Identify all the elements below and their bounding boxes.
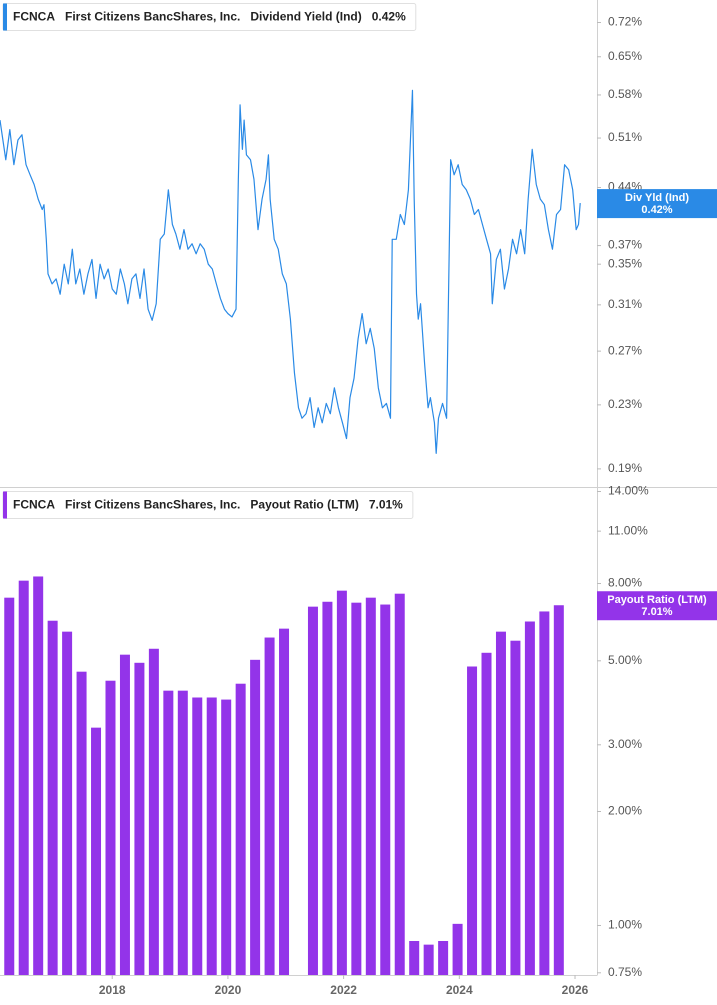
legend-ticker: FCNCA: [13, 10, 55, 24]
y-tick-label: 3.00%: [608, 737, 642, 751]
legend-current-value: 0.42%: [372, 10, 406, 24]
tag-value: 7.01%: [641, 606, 672, 618]
y-tick-label: 0.72%: [608, 15, 642, 29]
bar: [438, 940, 449, 975]
current-value-tag: [597, 189, 717, 219]
bar: [409, 940, 420, 975]
x-tick-label: 2020: [215, 983, 242, 997]
bar: [279, 628, 290, 975]
bar: [62, 631, 73, 975]
y-tick-label: 8.00%: [608, 576, 642, 590]
y-tick-label: 0.31%: [608, 297, 642, 311]
bar: [553, 605, 564, 975]
y-tick-label: 1.00%: [608, 918, 642, 932]
bar: [235, 683, 246, 975]
bar: [423, 944, 434, 975]
y-tick-label: 0.75%: [608, 965, 642, 979]
y-tick-label: 0.37%: [608, 238, 642, 252]
y-tick-label: 14.00%: [608, 484, 649, 498]
legend-series-name: Payout Ratio (LTM): [250, 498, 358, 512]
bar: [221, 699, 232, 975]
x-tick-label: 2024: [446, 983, 473, 997]
bar: [18, 580, 29, 975]
bar: [4, 597, 15, 975]
legend-swatch: [3, 491, 7, 519]
bar: [524, 621, 535, 975]
y-tick-label: 0.51%: [608, 130, 642, 144]
bar: [264, 637, 275, 975]
bar: [322, 601, 333, 975]
bar: [250, 659, 261, 975]
legend: FCNCA First Citizens BancShares, Inc. Divi…: [2, 3, 417, 31]
x-tick-label: 2022: [330, 983, 357, 997]
y-tick-label: 0.23%: [608, 397, 642, 411]
y-tick-label: 0.19%: [608, 461, 642, 475]
tag-name: Div Yld (Ind): [625, 192, 689, 204]
bar: [452, 923, 463, 975]
legend-company: First Citizens BancShares, Inc.: [65, 10, 240, 24]
bar: [134, 662, 145, 975]
bar: [119, 654, 130, 975]
bar: [192, 697, 203, 975]
bar: [148, 648, 159, 975]
bar: [307, 606, 318, 975]
legend-ticker: FCNCA: [13, 498, 55, 512]
bar: [33, 576, 44, 975]
y-tick-label: 0.58%: [608, 87, 642, 101]
y-tick-label: 2.00%: [608, 804, 642, 818]
legend: FCNCA First Citizens BancShares, Inc. Payo…: [2, 491, 414, 519]
bar: [47, 620, 58, 975]
bar: [394, 593, 405, 975]
bar: [380, 604, 391, 975]
y-tick-label: 0.35%: [608, 256, 642, 270]
bar: [206, 697, 217, 975]
bar: [539, 611, 550, 975]
bar: [495, 631, 506, 975]
bar: [510, 640, 521, 975]
y-tick-label: 11.00%: [608, 523, 648, 537]
bar: [91, 727, 102, 975]
bar: [365, 597, 376, 975]
x-tick-label: 2018: [99, 983, 126, 997]
tag-value: 0.42%: [641, 204, 672, 216]
legend-swatch: [3, 3, 7, 31]
bar: [467, 666, 478, 975]
tag-name: Payout Ratio (LTM): [607, 594, 707, 606]
y-tick-label: 5.00%: [608, 653, 642, 667]
current-value-tag: [597, 591, 717, 621]
x-tick-label: 2026: [562, 983, 589, 997]
legend-company: First Citizens BancShares, Inc.: [65, 498, 240, 512]
y-tick-label: 0.27%: [608, 343, 642, 357]
bar: [76, 671, 87, 975]
y-tick-label: 0.65%: [608, 49, 642, 63]
legend-current-value: 7.01%: [369, 498, 403, 512]
bar: [105, 680, 116, 975]
dividend-yield-line: [0, 89, 581, 454]
bar: [336, 590, 347, 975]
bar: [163, 690, 174, 975]
bar: [481, 652, 492, 975]
bar: [177, 690, 188, 975]
legend-series-name: Dividend Yield (Ind): [250, 10, 361, 24]
bar: [351, 602, 362, 975]
